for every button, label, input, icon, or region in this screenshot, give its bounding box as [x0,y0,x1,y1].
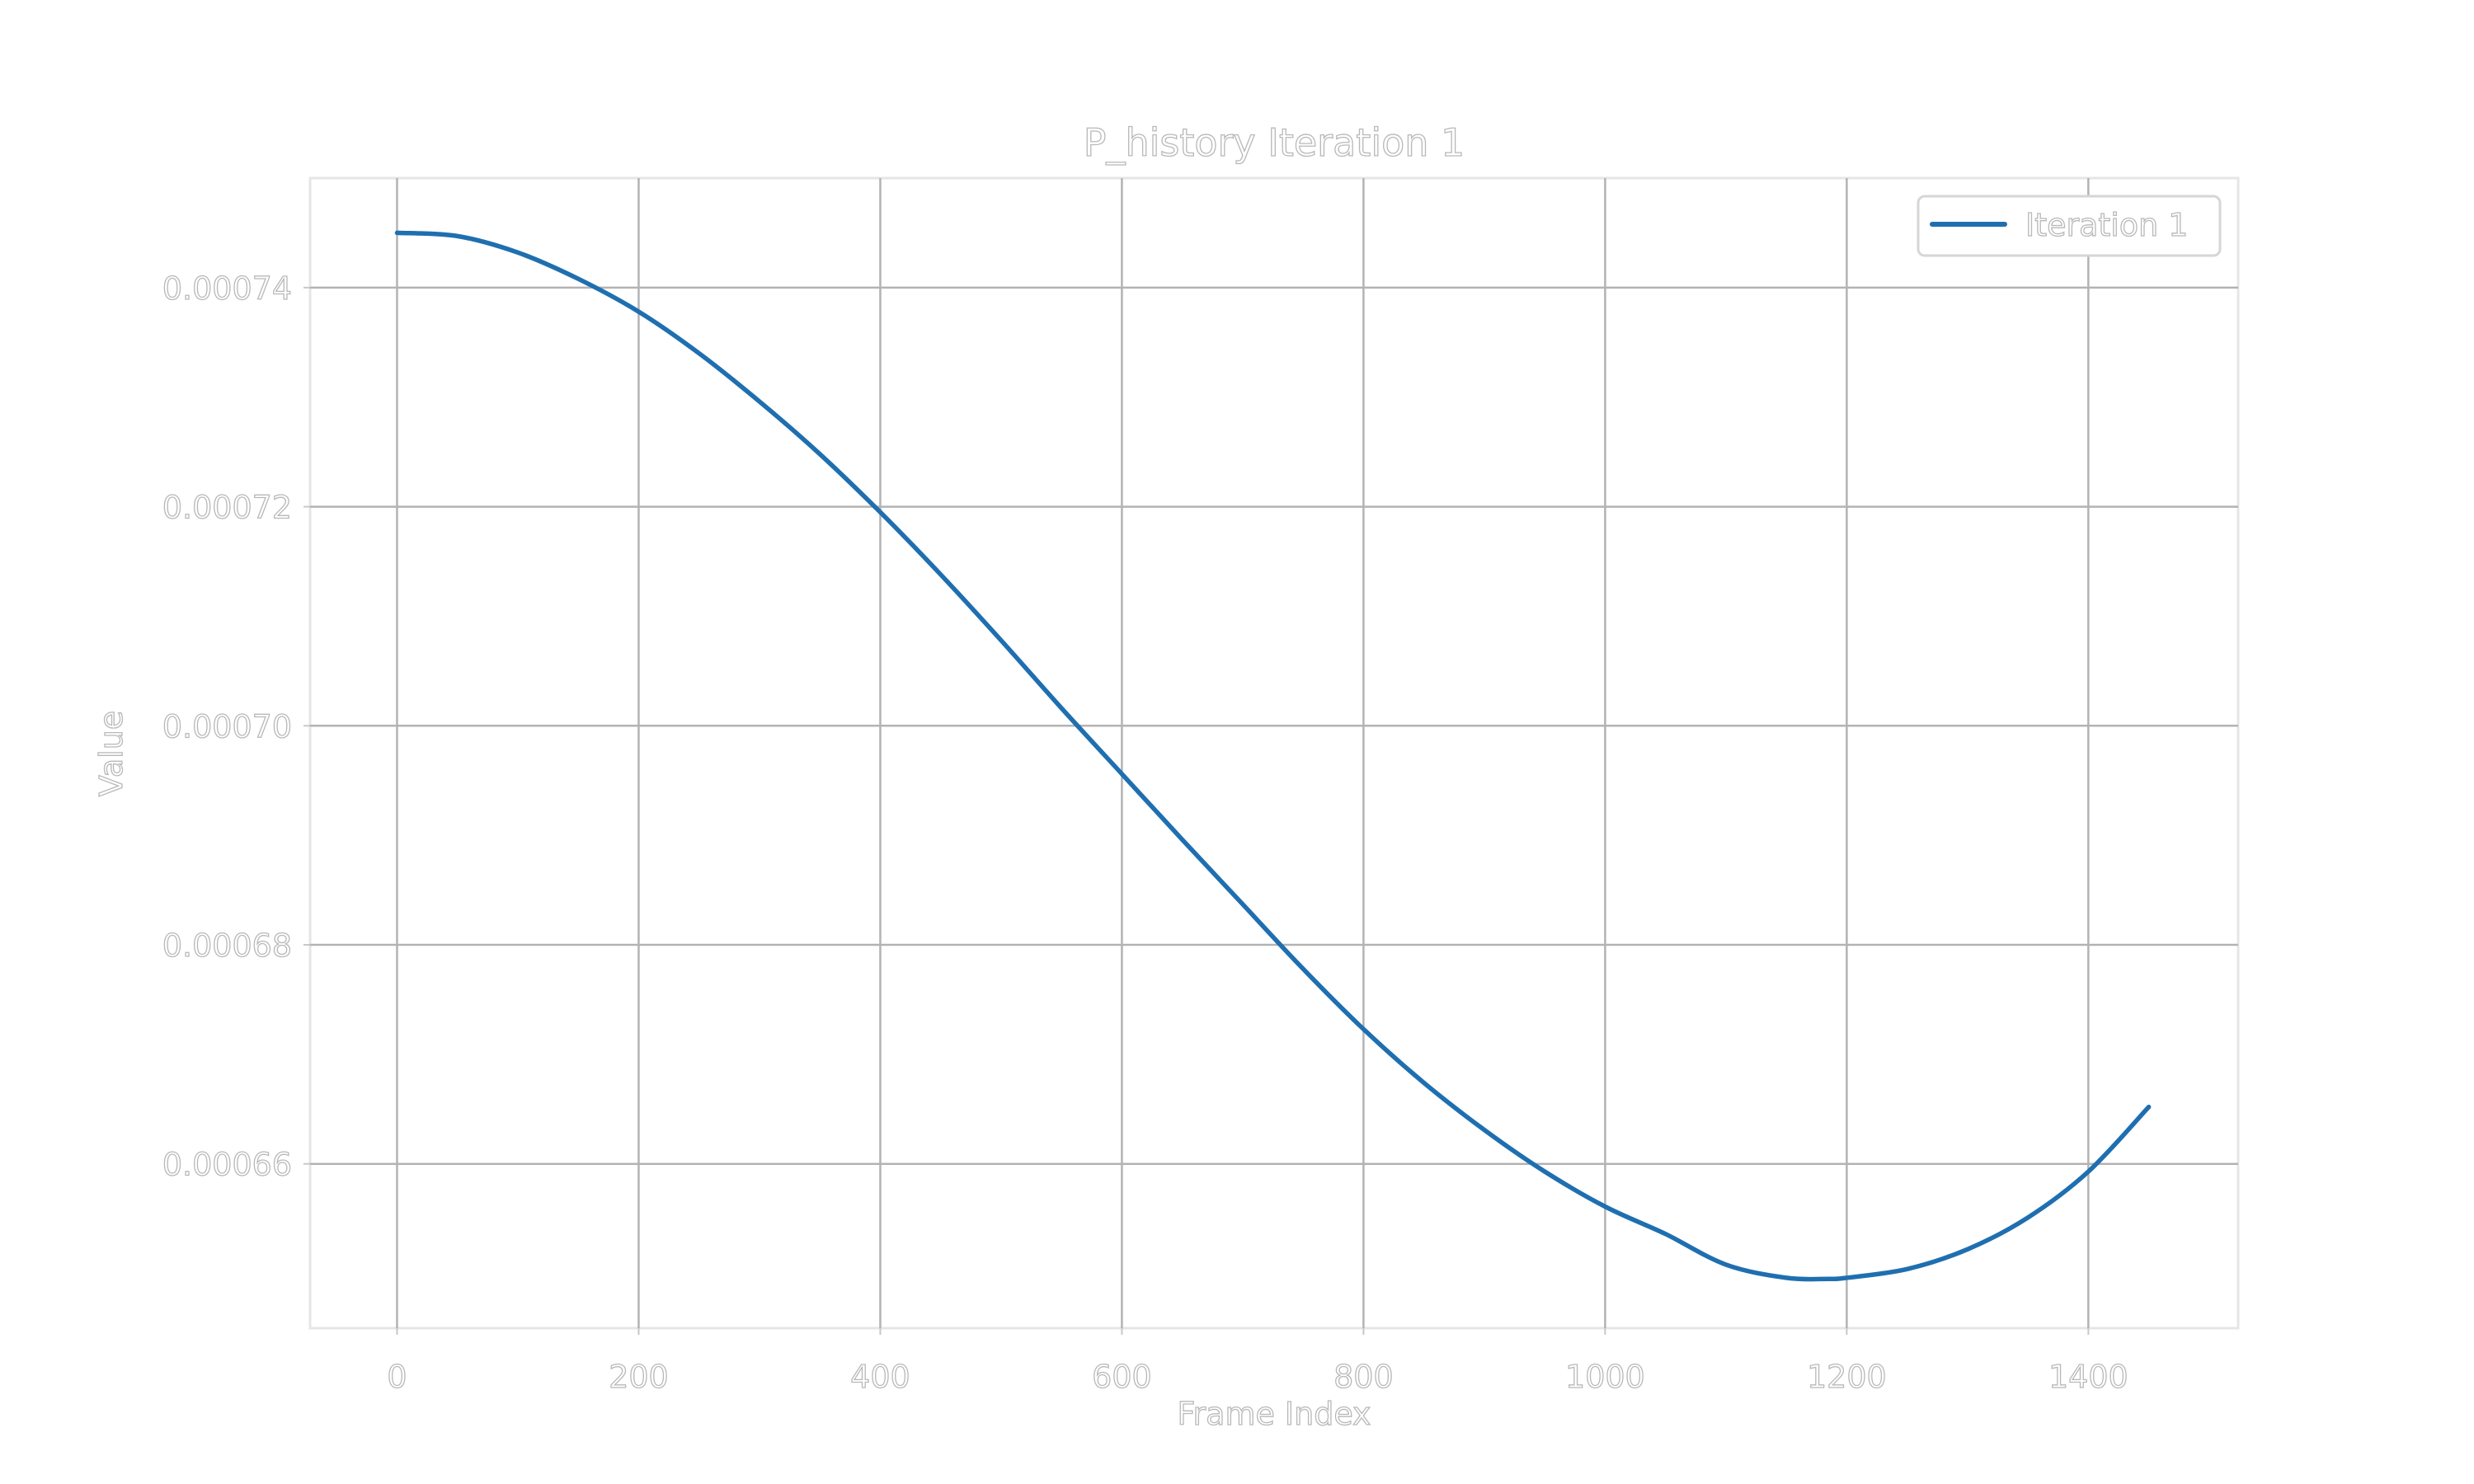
legend-box [1917,195,2222,257]
legend: Iteration 1 [1917,195,2222,257]
x-tick-label: 600 [1092,1359,1152,1395]
x-tick-label: 400 [850,1359,910,1395]
x-tick-label: 1400 [2048,1359,2128,1395]
y-tick-label: 0.00074 [162,270,292,307]
y-tick-label: 0.00066 [162,1147,292,1183]
x-tick-label: 1200 [1807,1359,1887,1395]
y-tick-label: 0.00068 [162,928,292,964]
x-tick-label: 200 [609,1359,669,1395]
axis-ticks: 0 200 400 600 800 1000 1200 1400 0.00066 0.00068 0… [162,270,2128,1395]
y-tick-label: 0.00070 [162,708,292,744]
series-layer [394,230,2152,1282]
x-tick-label: 0 [387,1359,407,1395]
x-axis-label: Frame Index [1177,1396,1371,1432]
legend-label-iteration-1: Iteration 1 [2025,207,2188,243]
plot-area [308,176,2240,1330]
chart-title: P_history Iteration 1 [1084,120,1465,165]
grid-lines [310,178,2238,1328]
x-tick-label: 1000 [1565,1359,1645,1395]
y-tick-label: 0.00072 [162,490,292,526]
x-tick-label: 800 [1333,1359,1394,1395]
series-line-iteration-1 [394,230,2152,1282]
y-axis-label: Value [93,711,129,796]
